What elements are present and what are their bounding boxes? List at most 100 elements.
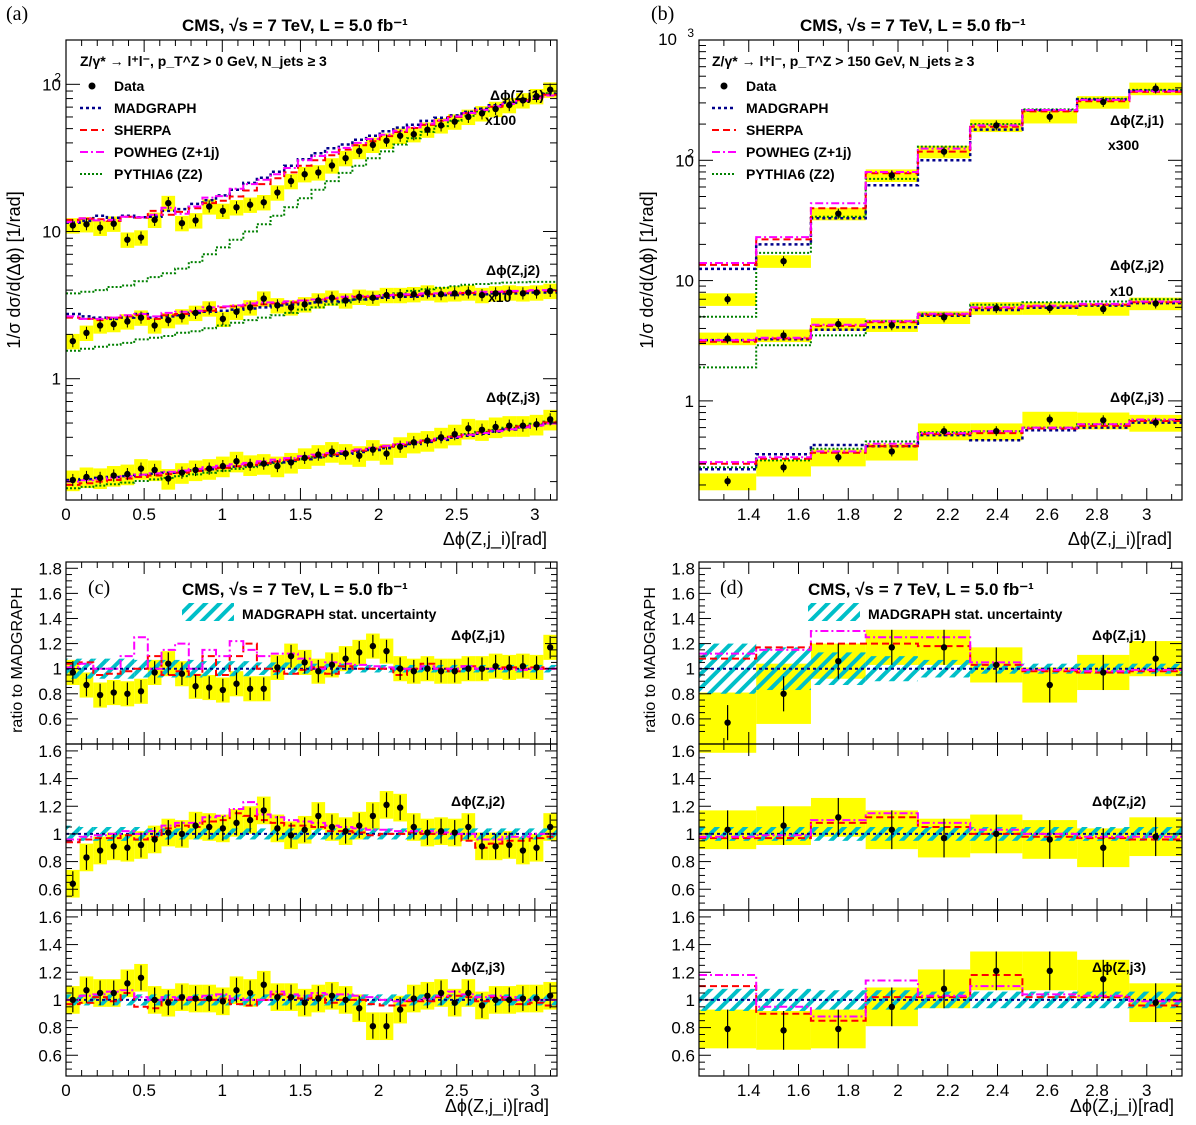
panel-c-pad1-ytick-label: 1.4 xyxy=(38,609,62,628)
panel-c-pad2-stat-band xyxy=(256,828,271,840)
panel-c-pad1-data-point xyxy=(383,647,390,655)
panel-c-pad3-data-point xyxy=(342,996,349,1004)
panel-a-data-point xyxy=(533,421,540,428)
panel-a-data-point xyxy=(151,322,158,329)
panel-a-sherpa-line xyxy=(66,421,557,486)
panel-d-pad1-series-label: Δϕ(Z,j1) xyxy=(1092,627,1146,643)
panel-a-ytick-label: 10 xyxy=(42,75,61,94)
panel-a-data-point xyxy=(506,101,513,109)
panel-b-ytick-exp: 2 xyxy=(687,146,694,160)
panel-d-pad3-xtick-label: 2 xyxy=(893,1081,902,1100)
panel-c-pad2-data-point xyxy=(356,822,363,829)
panel-a-data-point xyxy=(301,171,308,178)
panel-a-data-point xyxy=(69,222,77,229)
panel-c-pad3-data-point xyxy=(206,995,213,1002)
panel-a-xtick-label: 2.5 xyxy=(445,505,469,524)
panel-b-xtick-label: 2.8 xyxy=(1085,505,1109,524)
panel-c-pad1-ytick-label: 0.6 xyxy=(38,710,62,729)
panel-a-data-point xyxy=(110,472,117,479)
panel-a-data-point xyxy=(178,469,186,476)
panel-c-pad3-data-point xyxy=(274,993,281,1001)
panel-d-stat-legend-swatch xyxy=(808,603,860,621)
panel-c-pad1-ytick-label: 0.8 xyxy=(38,685,62,704)
panel-c-pad3-data-point xyxy=(506,996,513,1004)
panel-c-pad2-data-point xyxy=(478,843,486,850)
panel-c-pad1-data-point xyxy=(506,664,513,671)
panel-c-pad2-data-point xyxy=(533,844,540,851)
panel-b-y-axis-label: 1/σ dσ/d(Δϕ) [1/rad] xyxy=(637,191,657,348)
panel-c-pad1-data-point xyxy=(233,680,240,687)
panel-c-pad1-powheg-line xyxy=(66,636,557,671)
panel-a-madgraph-line xyxy=(66,422,557,482)
panel-a-data-point xyxy=(246,201,254,208)
panel-a-data-point xyxy=(287,177,295,185)
panel-a-data-point xyxy=(356,147,363,155)
panel-a-data-point xyxy=(315,451,322,458)
panel-c-pad3-xtick-label: 0.5 xyxy=(132,1081,156,1100)
panel-b-madgraph-line xyxy=(699,89,1182,271)
panel-a-legend-label: MADGRAPH xyxy=(114,100,196,116)
panel-c-pad3-data-point xyxy=(546,992,554,999)
panel-a-xtick-label: 1 xyxy=(218,505,227,524)
panel-b-data-point xyxy=(835,454,842,461)
panel-d-pad3-data-point xyxy=(1100,975,1107,983)
panel-d-pad2-powheg-line xyxy=(699,812,1182,838)
panel-a-data-point xyxy=(383,291,390,299)
panel-c-pad3-ytick-label: 0.8 xyxy=(38,1019,62,1038)
panel-a-j2-label: Δϕ(Z,j2) xyxy=(486,262,540,278)
panel-a-data-point xyxy=(328,162,336,169)
panel-c-pad1-data-point xyxy=(410,668,417,675)
panel-a-data-point xyxy=(301,301,308,308)
panel-d-pad1-data-point xyxy=(1100,669,1107,676)
panel-c-pad1-stat-band xyxy=(134,659,148,678)
panel-d-pad1-ytick-label: 1.2 xyxy=(671,635,695,654)
panel-c-x-axis-label: Δϕ(Z,j_i)[rad] xyxy=(445,1096,549,1117)
panel-a-legend-label: POWHEG (Z+1j) xyxy=(114,144,219,160)
panel-b-sherpa-line xyxy=(699,420,1182,465)
panel-c-pad3-data-point xyxy=(315,995,322,1002)
panel-c-pad3-data-point xyxy=(465,989,472,997)
panel-a-data-point xyxy=(151,466,158,474)
panel-d-label: (d) xyxy=(720,577,743,599)
panel-c-pad1-data-point xyxy=(315,668,322,675)
panel-b-data-point xyxy=(1152,419,1159,426)
panel-d-pad1-ytick-label: 1.6 xyxy=(671,584,695,603)
panel-d-pad2-ytick-label: 0.8 xyxy=(671,853,695,872)
panel-a-data-point xyxy=(451,430,458,438)
panel-a-x-axis-label: Δϕ(Z,j_i)[rad] xyxy=(443,529,547,550)
panel-b-ytick-label: 10 xyxy=(658,30,677,49)
panel-a-data-point xyxy=(274,189,281,196)
panel-a-data-point xyxy=(465,113,472,121)
panel-c-pad3-xtick-label: 2 xyxy=(374,1081,383,1100)
panel-a-data-point xyxy=(342,297,349,304)
panel-a-data-point xyxy=(506,422,513,429)
panel-c-pad1-data-point xyxy=(328,661,336,669)
panel-d-pad2-data-point xyxy=(1152,833,1159,840)
panel-a-j1-scale: x100 xyxy=(485,112,516,128)
panel-a-powheg-line xyxy=(66,94,557,223)
panel-d-pad3-ytick-label: 0.8 xyxy=(671,1019,695,1038)
panel-c-pad2-data-point xyxy=(192,822,199,829)
panel-a-data-point xyxy=(110,220,117,227)
panel-c-pad3-data-point xyxy=(369,1022,377,1030)
panel-c-pad1-data-point xyxy=(137,688,145,695)
panel-b-plot-frame xyxy=(698,39,1183,501)
panel-c-pad1-stat-band xyxy=(202,661,217,677)
panel-c-pad3-data-point xyxy=(437,989,445,997)
panel-a-data-point xyxy=(96,224,104,231)
panel-b-data-point xyxy=(780,332,787,339)
panel-b-header: CMS, √s = 7 TeV, L = 5.0 fb⁻¹ xyxy=(800,16,1026,35)
panel-c-pad3-data-point xyxy=(233,987,240,994)
panel-b-data-point xyxy=(940,427,948,435)
panel-b-j2-scale: x10 xyxy=(1110,283,1134,299)
panel-a-data-point xyxy=(519,290,527,297)
panel-d-pad1-data-point xyxy=(780,690,787,697)
panel-c-pad1-data-point xyxy=(260,685,267,692)
panel-b-data-point xyxy=(1046,113,1053,120)
panel-c-pad2-data-point xyxy=(396,804,404,811)
panel-a-data-point xyxy=(96,474,104,482)
panel-a-madgraph-line xyxy=(66,291,557,321)
panel-b-data-point xyxy=(993,122,1000,129)
panel-d-pad2-data-point xyxy=(940,834,948,842)
panel-b-data-point xyxy=(993,427,1000,435)
